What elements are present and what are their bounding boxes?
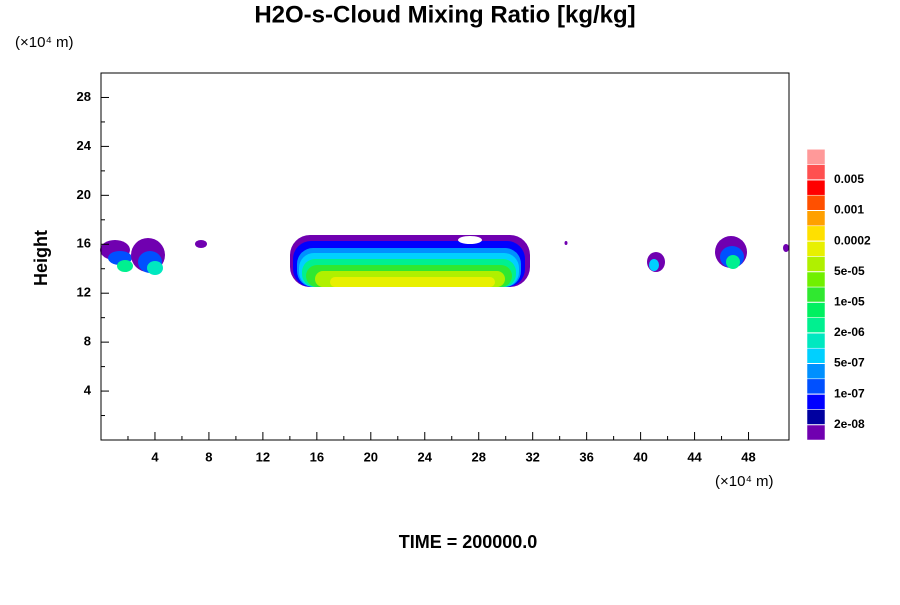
colorbar-box xyxy=(806,256,826,272)
colorbar-label: 5e-05 xyxy=(834,264,865,278)
y-tick-label: 16 xyxy=(77,236,91,251)
colorbar-label: 1e-05 xyxy=(834,294,865,308)
x-tick-label: 40 xyxy=(633,449,647,464)
cloud-region xyxy=(458,236,482,244)
cloud-region xyxy=(649,259,659,271)
colorbar-label: 2e-06 xyxy=(834,325,865,339)
colorbar-label: 0.005 xyxy=(834,172,864,186)
colorbar-box xyxy=(806,347,826,364)
cloud-region xyxy=(330,277,495,287)
y-tick-label: 28 xyxy=(77,89,91,104)
colorbar-box xyxy=(806,302,826,318)
x-tick-label: 24 xyxy=(418,449,433,464)
colorbar-box xyxy=(806,210,826,227)
x-tick-label: 36 xyxy=(579,449,593,464)
cloud-region xyxy=(726,255,740,269)
x-tick-label: 44 xyxy=(687,449,702,464)
x-tick-label: 32 xyxy=(525,449,539,464)
cloud-region xyxy=(117,260,133,272)
y-tick-label: 8 xyxy=(84,334,91,349)
colorbar-box xyxy=(806,225,826,242)
x-tick-label: 28 xyxy=(471,449,485,464)
colorbar-box xyxy=(806,332,826,349)
colorbar-box xyxy=(806,194,826,211)
x-tick-label: 8 xyxy=(205,449,212,464)
y-tick-label: 12 xyxy=(77,285,91,300)
cloud-field xyxy=(100,235,789,287)
colorbar-box xyxy=(806,363,826,380)
colorbar-box xyxy=(806,409,826,425)
x-tick-label: 16 xyxy=(310,449,324,464)
cloud-region xyxy=(564,241,568,245)
colorbar-box xyxy=(806,240,826,257)
colorbar-box xyxy=(806,164,826,181)
x-tick-label: 48 xyxy=(741,449,755,464)
cloud-region xyxy=(783,244,789,252)
annotation: TIME = 200000.0 xyxy=(399,532,538,552)
cloud-region xyxy=(147,261,163,275)
y-tick-label: 20 xyxy=(77,187,91,202)
cloud-region xyxy=(195,240,207,248)
x-tick-label: 12 xyxy=(256,449,270,464)
y-unit: (×10⁴ m) xyxy=(15,34,74,51)
y-tick-label: 4 xyxy=(84,383,92,398)
colorbar-box xyxy=(806,286,826,303)
colorbar-box xyxy=(806,378,826,395)
colorbar-label: 5e-07 xyxy=(834,356,865,370)
colorbar-label: 1e-07 xyxy=(834,386,865,400)
plot-frame xyxy=(100,72,790,441)
colorbar-label: 2e-08 xyxy=(834,417,865,431)
y-tick-label: 24 xyxy=(77,138,92,153)
y-axis-label: Height xyxy=(31,230,51,286)
x-unit: (×10⁴ m) xyxy=(715,473,774,490)
colorbar-label: 0.001 xyxy=(834,203,864,217)
x-tick-label: 4 xyxy=(151,449,159,464)
x-tick-label: 20 xyxy=(364,449,378,464)
colorbar-box xyxy=(806,393,826,410)
colorbar-box xyxy=(806,424,826,441)
colorbar-box xyxy=(806,317,826,334)
colorbar-label: 0.0002 xyxy=(834,233,871,247)
colorbar-box xyxy=(806,149,826,165)
chart-title: H2O-s-Cloud Mixing Ratio [kg/kg] xyxy=(254,1,635,28)
colorbar-box xyxy=(806,179,826,196)
colorbar-box xyxy=(806,271,826,288)
